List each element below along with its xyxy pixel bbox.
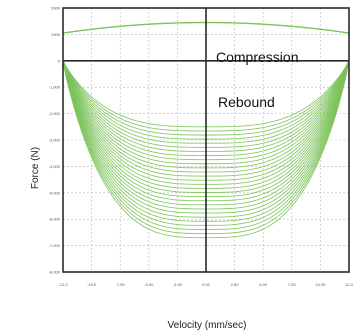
x-tick-labels: -12.0 -10.0 -7.50 -5.00 -2.50 0.00 2.50 5.00 7.5… <box>58 282 353 287</box>
y-axis-title: Force (N) <box>30 147 41 189</box>
y-tick-label: -6,000 <box>49 217 61 222</box>
x-tick-label: -10.0 <box>87 282 97 287</box>
y-tick-label: 2000 <box>51 6 61 11</box>
x-tick-label: 2.50 <box>231 282 240 287</box>
rebound-label: Rebound <box>218 94 275 110</box>
x-tick-label: 5.00 <box>259 282 268 287</box>
y-tick-label: -8,000 <box>49 270 61 275</box>
y-tick-label: -1,000 <box>49 85 61 90</box>
y-tick-labels: 2000 1000 0 -1,000 -2,000 -3,000 -4,000 -5,000 -… <box>49 6 61 275</box>
y-tick-label: 0 <box>58 58 61 63</box>
x-tick-label: 10.00 <box>315 282 326 287</box>
x-tick-label: -5.00 <box>144 282 154 287</box>
y-tick-label: -3,000 <box>49 138 61 143</box>
compression-label: Compression <box>216 49 298 65</box>
y-tick-label: -4,000 <box>49 164 61 169</box>
x-tick-label: -2.50 <box>173 282 183 287</box>
x-tick-label: -12.0 <box>58 282 68 287</box>
y-tick-label: -5,000 <box>49 190 61 195</box>
x-tick-label: 7.50 <box>288 282 297 287</box>
x-tick-label: 12.0 <box>345 282 354 287</box>
x-tick-label: 0.00 <box>202 282 211 287</box>
y-tick-label: -2,000 <box>49 111 61 116</box>
y-tick-label: -7,000 <box>49 243 61 248</box>
x-tick-label: -7.50 <box>116 282 126 287</box>
x-axis-title: Velocity (mm/sec) <box>168 320 247 331</box>
y-tick-label: 1000 <box>51 32 61 37</box>
